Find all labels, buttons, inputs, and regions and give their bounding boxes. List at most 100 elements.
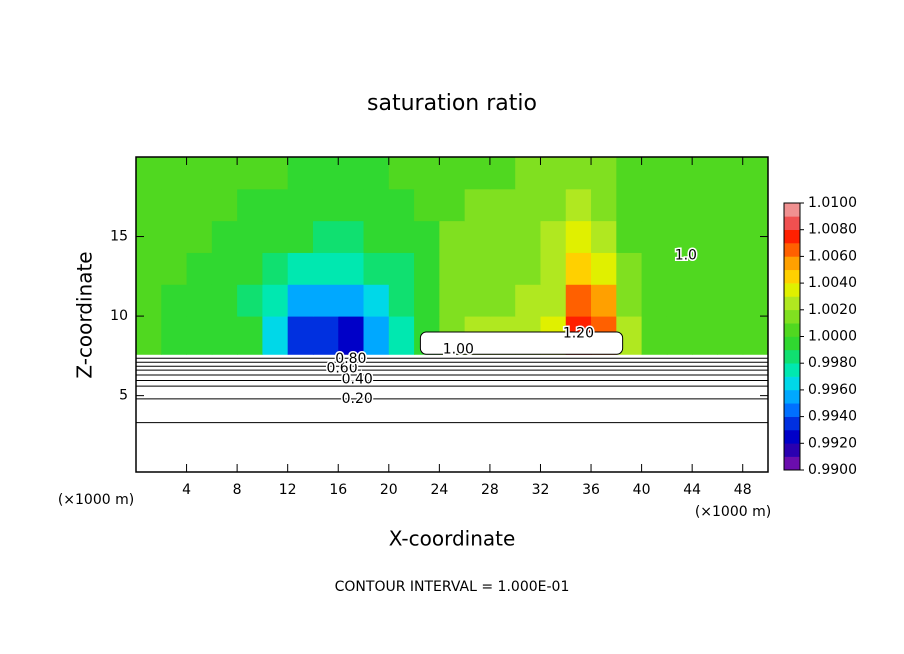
field-cell [439,252,466,285]
field-cell [388,188,415,222]
field-cell [489,157,516,190]
field-cell [565,188,592,222]
field-cell [742,188,769,222]
field-cell [591,284,617,317]
colorbar-swatch [784,456,800,471]
field-cell [540,157,567,190]
field-cell [616,284,643,317]
field-cell [211,316,238,355]
field-cell [464,252,491,285]
field-cell [237,157,263,190]
x-tick-label: 4 [182,482,191,498]
y-tick-label: 10 [110,308,128,324]
field-cell [363,188,390,222]
field-cell [717,284,744,317]
field-cell [641,188,668,222]
field-cell [464,220,491,253]
field-cell [262,220,289,253]
colorbar-swatch [784,443,800,457]
cloud [419,331,624,355]
field-cell [388,284,415,317]
field-cell [515,188,541,222]
chart-title: saturation ratio [367,91,537,116]
field-cell [742,316,769,355]
field-cell [641,157,668,190]
y-tick-label: 15 [110,229,128,245]
field-cell [616,252,643,285]
field-cell [540,252,567,285]
field-cell [338,188,365,222]
colorbar-swatch [784,403,800,417]
field-cell [388,220,415,253]
field-cell [439,157,466,190]
field-cell [161,252,188,285]
field-cell [262,188,289,222]
x-tick-label: 44 [683,482,701,498]
field-cell [641,284,668,317]
field-cell [666,284,693,317]
field-cell [414,220,440,253]
field-cell [211,284,238,317]
field-cell [363,157,390,190]
field-cell [540,220,567,253]
field-cell [489,220,516,253]
field-cell [161,188,188,222]
field-cell [717,188,744,222]
field-cell [540,188,567,222]
field-cell [464,284,491,317]
field-cell [565,157,592,190]
field-cell [287,220,314,253]
field-cell [692,220,718,253]
field-cell [439,220,466,253]
field-cell [464,157,491,190]
plot-frame [135,156,769,473]
field-cell [186,188,213,222]
field-cell [388,252,415,285]
field-cell [641,316,668,355]
x-tick-label: 12 [279,482,297,498]
field-cell [489,252,516,285]
field-cell [338,220,365,253]
footer: CONTOUR INTERVAL = 1.000E-01 [335,579,570,595]
field-cell [363,252,390,285]
field-cell [666,220,693,253]
field-cell [515,220,541,253]
field-cell [692,284,718,317]
field-cell [641,220,668,253]
field-cell [464,188,491,222]
colorbar-swatch [784,269,800,284]
x-tick-label: 16 [329,482,347,498]
x-tick-label: 40 [633,482,651,498]
field-cell [287,316,314,355]
field-cell [717,220,744,253]
colorbar-swatch [784,323,800,337]
contour-label: 1.00 [443,342,474,358]
field-cell [591,252,617,285]
field-cell [565,252,592,285]
colorbar-tick-label: 0.9960 [808,382,857,398]
field-cell [489,188,516,222]
field-cell [388,157,415,190]
field-cell [565,284,592,317]
field-cell [439,188,466,222]
field-cell [186,252,213,285]
field-cell [287,157,314,190]
x-tick-label: 32 [532,482,550,498]
field-cell [262,284,289,317]
field-cell [211,188,238,222]
field-cell [312,157,339,190]
x-tick-label: 28 [481,482,499,498]
field-cell [186,316,213,355]
field-cell [616,220,643,253]
field-cell [666,188,693,222]
colorbar-swatch [784,229,800,244]
field-cell [565,220,592,253]
field-cell [312,284,339,317]
field-cell [136,157,162,190]
colorbar-tick-label: 1.0020 [808,302,857,318]
field-cell [414,252,440,285]
colorbar-tick-label: 1.0080 [808,222,857,238]
field-cell [186,284,213,317]
colorbar-swatch [784,309,800,324]
field-cell [186,157,213,190]
